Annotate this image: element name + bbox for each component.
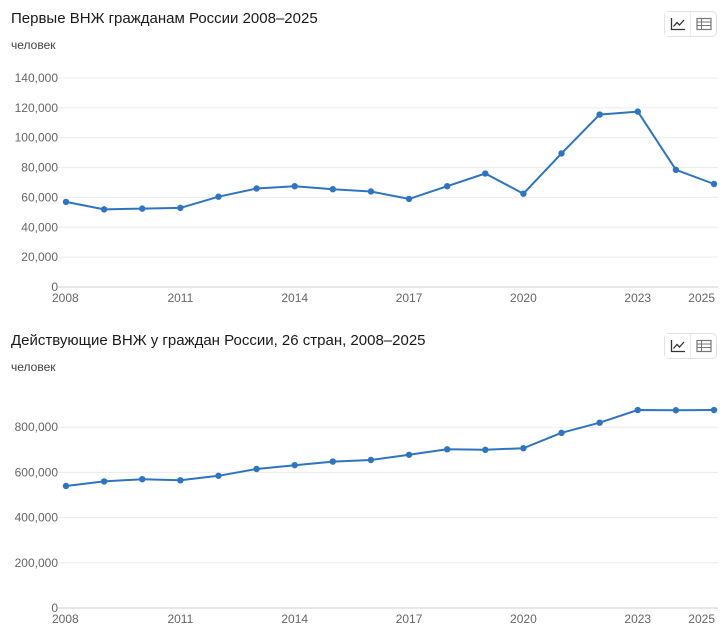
series-line xyxy=(65,110,715,211)
data-point xyxy=(520,190,527,197)
x-tick-label: 2014 xyxy=(281,612,308,626)
data-point xyxy=(367,456,375,464)
data-point xyxy=(710,406,718,414)
table-icon xyxy=(696,17,712,31)
x-tick-label: 2023 xyxy=(624,612,651,626)
data-point xyxy=(672,407,680,414)
x-tick-label: 2025 xyxy=(688,291,715,305)
x-tick-label: 2025 xyxy=(688,612,715,626)
data-point xyxy=(291,183,298,190)
data-point xyxy=(177,477,184,484)
y-tick-label: 80,000 xyxy=(21,161,58,175)
x-tick-label: 2008 xyxy=(52,291,79,305)
data-point xyxy=(139,205,146,212)
data-point xyxy=(253,465,260,473)
y-tick-label: 120,000 xyxy=(15,101,59,115)
chart-panel-first-permits: 0 20,000 40,000 60,000 80,000 100,000 120,000 1… xyxy=(11,10,718,305)
data-point xyxy=(215,193,222,200)
data-point xyxy=(139,475,146,483)
y-tick-label: 100,000 xyxy=(15,131,59,145)
line-chart-active-permits: 0 200,000 400,000 600,000 800,000 2008 2011 201… xyxy=(15,406,718,626)
data-point xyxy=(443,446,451,453)
y-tick-label: 800,000 xyxy=(15,420,59,434)
y-tick-label: 40,000 xyxy=(21,220,58,234)
y-tick-label: 0 xyxy=(51,280,58,294)
y-axis-unit-label: человек xyxy=(11,38,56,52)
data-point xyxy=(482,446,489,453)
data-point xyxy=(520,445,527,452)
y-axis-unit-label: человек xyxy=(11,360,56,374)
x-tick-label: 2017 xyxy=(396,291,423,305)
y-tick-label: 0 xyxy=(51,601,58,615)
table-view-button[interactable] xyxy=(690,12,716,36)
line-chart-view-button[interactable] xyxy=(665,12,691,36)
data-point xyxy=(100,478,108,485)
x-tick-label: 2017 xyxy=(396,612,423,626)
data-point xyxy=(291,461,298,469)
data-point xyxy=(596,419,603,426)
data-point xyxy=(710,180,718,188)
data-point xyxy=(443,183,451,190)
data-point xyxy=(634,108,641,115)
data-point xyxy=(329,186,337,193)
data-point xyxy=(405,451,413,458)
y-tick-label: 140,000 xyxy=(15,71,59,85)
x-tick-label: 2020 xyxy=(510,612,537,626)
x-tick-label: 2011 xyxy=(167,612,193,626)
data-point xyxy=(558,150,565,157)
y-tick-label: 200,000 xyxy=(15,556,59,570)
y-tick-label: 600,000 xyxy=(15,465,59,479)
x-tick-label: 2020 xyxy=(510,291,537,305)
data-point xyxy=(253,185,260,192)
data-point xyxy=(482,170,489,177)
line-chart-icon xyxy=(670,18,685,31)
data-point xyxy=(558,429,565,437)
line-chart-first-permits: 0 20,000 40,000 60,000 80,000 100,000 120,000 1… xyxy=(15,71,718,305)
data-point xyxy=(367,188,375,195)
y-tick-label: 400,000 xyxy=(15,511,59,525)
chart-title: Действующие ВНЖ у граждан России, 26 стр… xyxy=(11,332,426,349)
x-tick-label: 2011 xyxy=(167,291,193,305)
line-chart-icon xyxy=(670,340,685,353)
view-toggle xyxy=(664,11,717,37)
line-chart-view-button[interactable] xyxy=(665,334,691,358)
data-point xyxy=(62,198,70,206)
data-point xyxy=(634,406,641,414)
series-line xyxy=(65,409,715,487)
data-point xyxy=(672,166,680,174)
data-point xyxy=(177,204,184,212)
table-view-button[interactable] xyxy=(690,334,716,358)
chart-title: Первые ВНЖ гражданам России 2008–2025 xyxy=(11,10,318,27)
data-point xyxy=(329,458,337,465)
data-point xyxy=(405,195,413,203)
y-tick-label: 20,000 xyxy=(21,250,58,264)
data-point xyxy=(100,206,108,213)
x-tick-label: 2008 xyxy=(52,612,79,626)
x-tick-label: 2023 xyxy=(624,291,651,305)
chart-panel-active-permits: 0 200,000 400,000 600,000 800,000 2008 2011 201… xyxy=(0,322,726,643)
x-tick-label: 2014 xyxy=(281,291,308,305)
view-toggle xyxy=(664,333,717,359)
data-point xyxy=(215,472,222,479)
data-point xyxy=(62,482,70,490)
data-point xyxy=(596,111,603,118)
y-tick-label: 60,000 xyxy=(21,190,58,204)
table-icon xyxy=(696,339,712,353)
